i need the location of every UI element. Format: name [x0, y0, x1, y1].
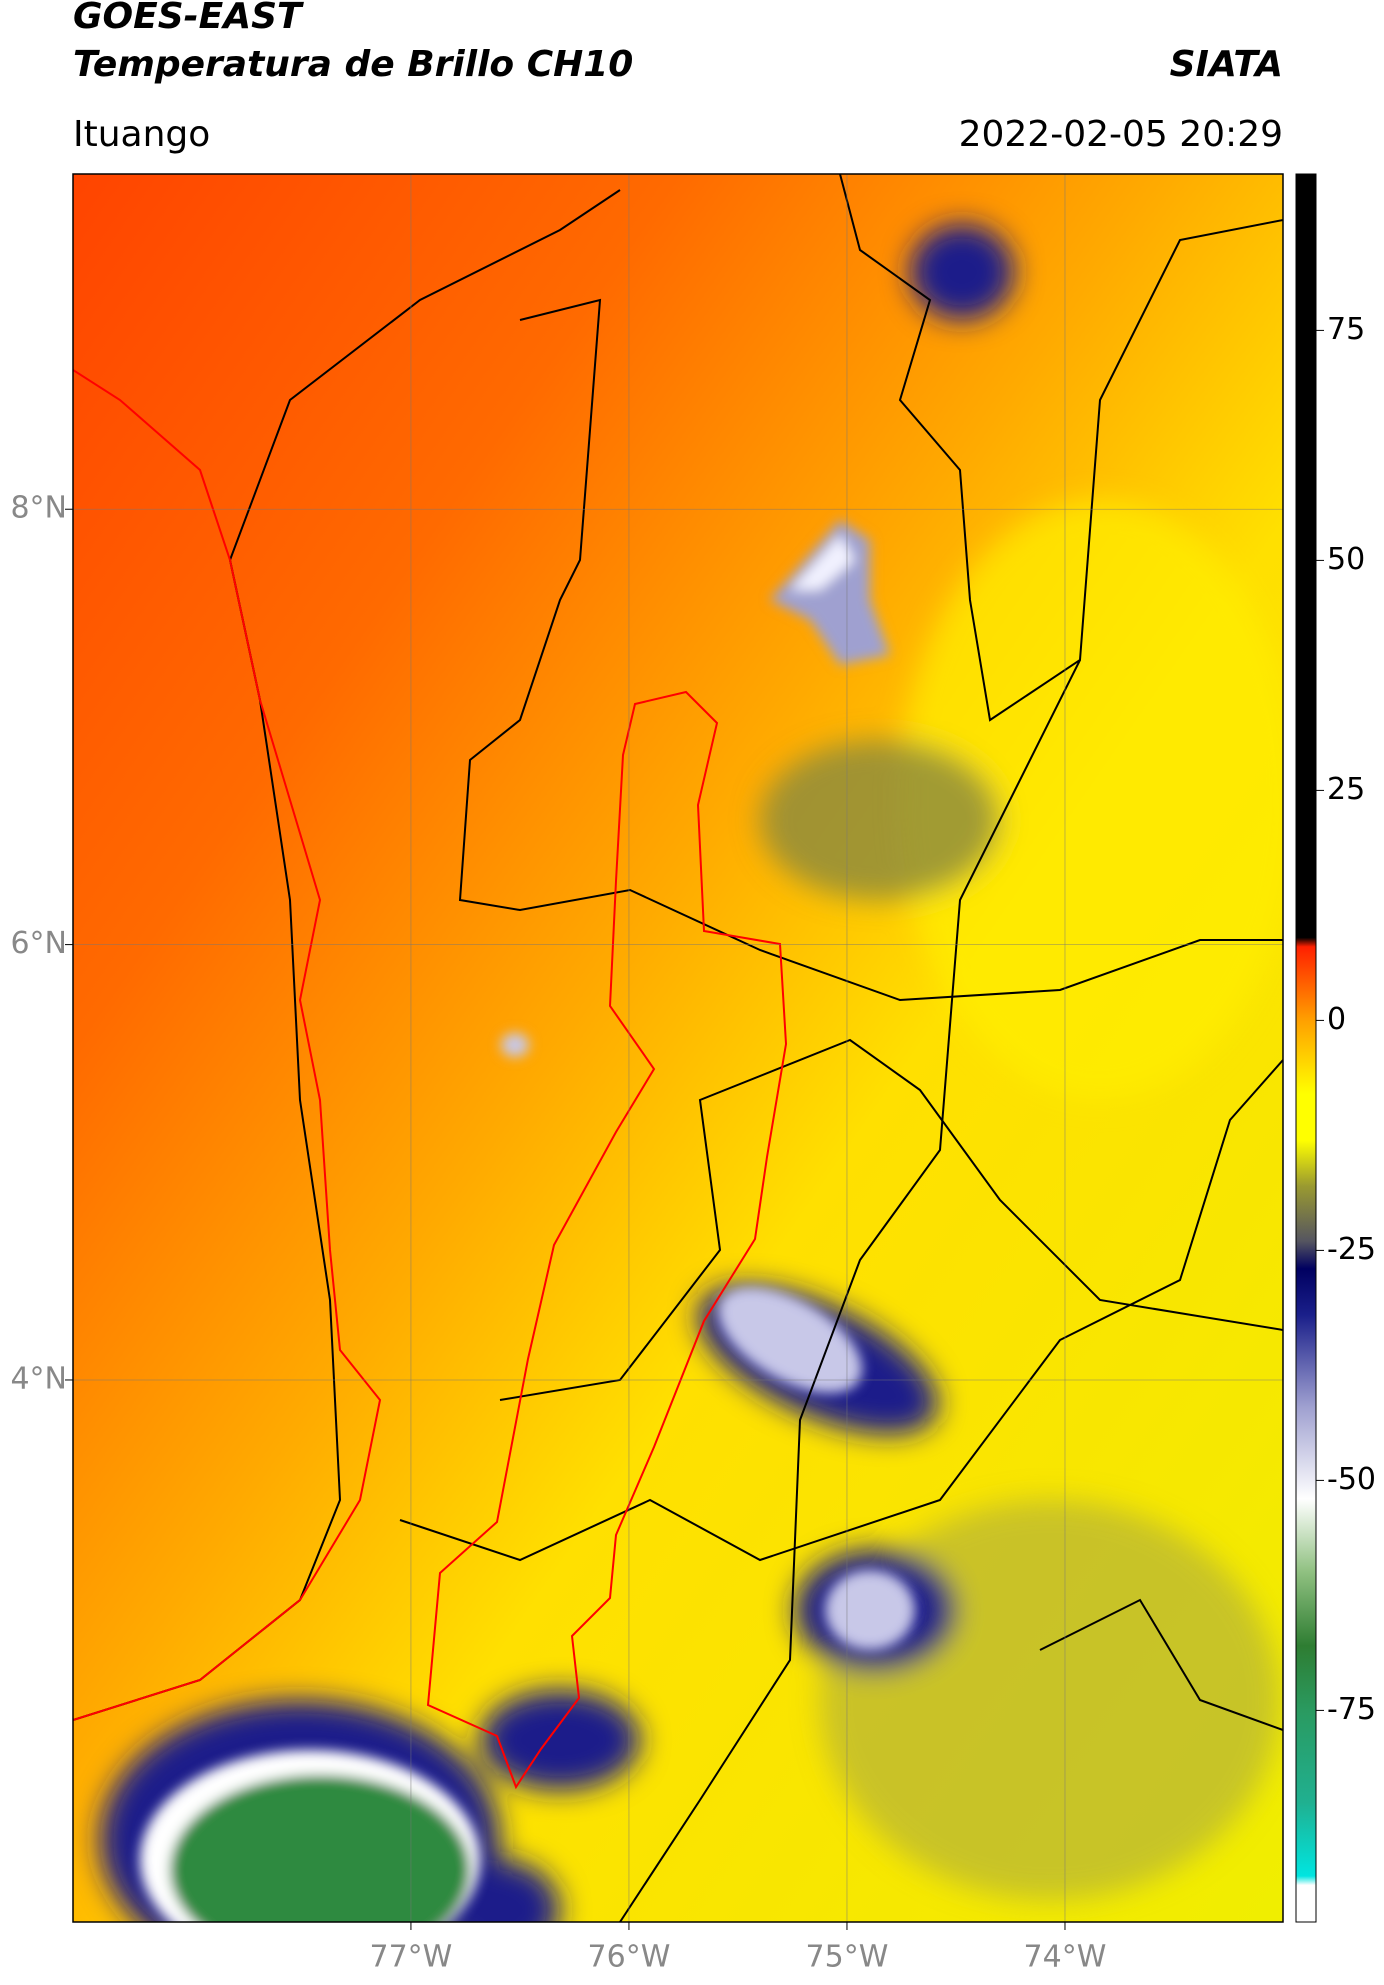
map-frame: [72, 173, 1284, 1923]
y-tick-label: 4°N: [10, 1361, 67, 1396]
region: Ituango: [73, 114, 210, 155]
datetime: 2022-02-05 20:29: [959, 114, 1283, 155]
x-tick-label: 77°W: [370, 1940, 453, 1975]
colorbar-tick-label: 75: [1327, 312, 1365, 347]
colorbar-tick-label: 25: [1327, 772, 1365, 807]
colorbar-tick-label: -25: [1327, 1232, 1376, 1267]
colorbar-tick-label: 0: [1327, 1002, 1346, 1037]
coastline: [73, 369, 382, 1721]
x-tick-label: 74°W: [1024, 1940, 1107, 1975]
grid: [73, 174, 1283, 1922]
source: SIATA: [1170, 44, 1283, 85]
colorbar-tick-label: -75: [1327, 1692, 1376, 1727]
colorbar-tick-label: 50: [1327, 542, 1365, 577]
colorbar: 75 50 25 0 -25 -50 -75: [1295, 173, 1376, 1923]
y-tick-label: 6°N: [10, 926, 67, 961]
title: GOES-EAST: [73, 0, 304, 37]
subtitle: Temperatura de Brillo CH10: [73, 44, 633, 85]
colorbar-scale: [1295, 173, 1317, 1923]
y-tick-label: 8°N: [10, 491, 67, 526]
map-image: [73, 174, 1283, 1922]
x-tick-label: 75°W: [806, 1940, 889, 1975]
cloud-cores: [140, 520, 915, 1922]
colorbar-tick-label: -50: [1327, 1462, 1376, 1497]
x-tick-label: 76°W: [588, 1940, 671, 1975]
